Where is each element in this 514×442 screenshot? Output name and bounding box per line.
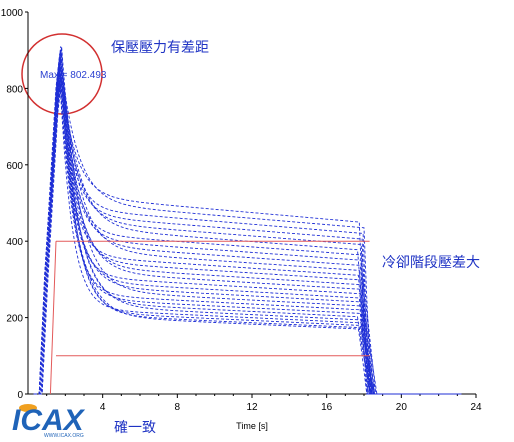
x-tick-label: 20 — [396, 402, 408, 413]
pressure-curve — [33, 80, 462, 395]
cooling-stage-annotation: 冷卻階段壓差大 — [382, 255, 480, 271]
pressure-curve — [33, 46, 462, 395]
pressure-curve — [33, 66, 462, 395]
logo-text: ICAX — [12, 404, 86, 437]
logo-subtext: WWW.ICAX.ORG — [44, 433, 84, 439]
bottom-annotation: 確一致 — [114, 420, 156, 436]
pressure-curve — [33, 53, 462, 395]
x-tick-label: 8 — [175, 402, 181, 413]
pressure-curve — [33, 70, 462, 395]
reference-vertical-line — [49, 241, 57, 395]
x-tick-label: 4 — [100, 402, 106, 413]
reference-lines — [49, 240, 370, 395]
x-ticks: 4 8 12 16 20 24 — [46, 394, 482, 413]
logo-swoosh — [19, 404, 37, 412]
pressure-curve — [33, 73, 462, 395]
pressure-curve — [33, 66, 462, 395]
pressure-curve — [33, 80, 462, 395]
pressure-curve — [33, 53, 462, 395]
y-tick-label: 600 — [6, 161, 23, 172]
pressure-curve — [33, 49, 462, 395]
pressure-curve — [33, 80, 462, 395]
x-tick-label: 12 — [246, 402, 258, 413]
y-tick-label: 1000 — [1, 8, 24, 19]
y-tick-label: 0 — [17, 390, 23, 401]
icax-logo: ICAX WWW.ICAX.ORG — [12, 404, 86, 439]
pressure-curve — [33, 73, 462, 395]
pressure-curve — [33, 56, 462, 395]
y-tick-label: 400 — [6, 237, 23, 248]
y-tick-label: 800 — [6, 84, 23, 95]
pressure-curves — [33, 46, 462, 395]
pressure-curve — [33, 77, 462, 395]
pressure-curve — [33, 46, 462, 395]
pressure-curve — [33, 53, 462, 395]
pressure-curve — [33, 60, 462, 395]
pressure-curve — [33, 56, 462, 395]
pressure-curve — [33, 77, 462, 395]
x-axis-title: Time [s] — [236, 421, 268, 431]
x-tick-label: 16 — [321, 402, 333, 413]
max-value-label: Max = 802.493 — [40, 70, 107, 81]
pressure-curve — [33, 77, 462, 395]
pressure-curve — [33, 60, 462, 395]
pressure-curve — [33, 70, 462, 395]
x-tick-label: 24 — [470, 402, 482, 413]
y-tick-label: 200 — [6, 314, 23, 325]
pressure-curve — [33, 49, 462, 395]
pressure-curve — [33, 66, 462, 395]
pressure-curve — [33, 63, 462, 395]
holding-pressure-annotation: 保壓壓力有差距 — [111, 40, 209, 56]
pressure-curve — [33, 63, 462, 395]
y-ticks: 0 200 400 600 800 1000 — [1, 8, 28, 401]
